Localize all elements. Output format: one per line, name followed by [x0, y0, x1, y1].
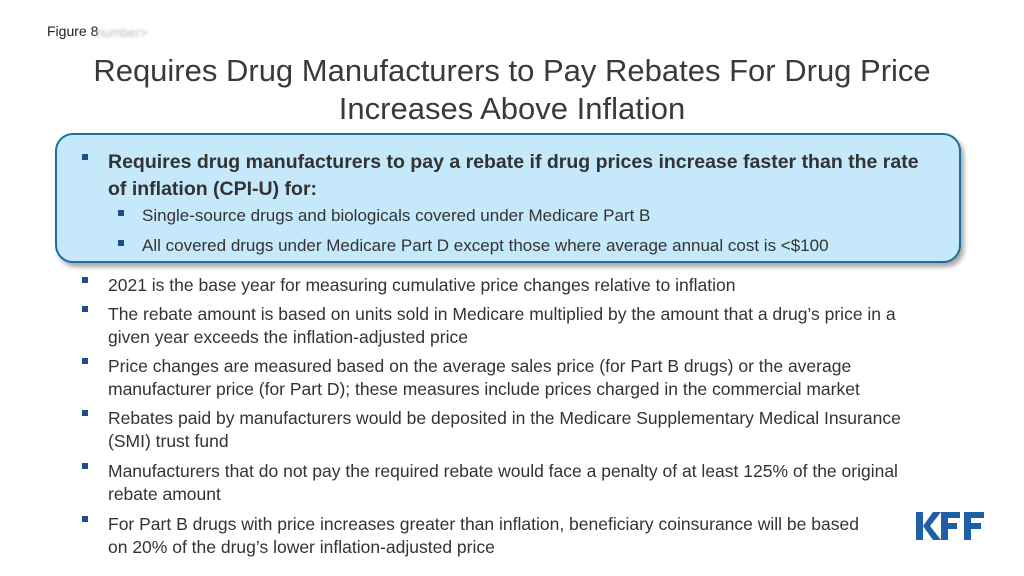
sub-bullet-text: Single-source drugs and biologicals cove… [142, 206, 651, 225]
bullet-square-icon [82, 306, 88, 312]
highlight-sub-bullet: All covered drugs under Medicare Part D … [118, 235, 829, 257]
list-item-text: Manufacturers that do not pay the requir… [108, 461, 898, 504]
highlight-main-text: Requires drug manufacturers to pay a reb… [108, 151, 919, 200]
bullet-square-icon [82, 358, 88, 364]
sub-bullet-text: All covered drugs under Medicare Part D … [142, 236, 829, 255]
slide-title: Requires Drug Manufacturers to Pay Rebat… [93, 53, 931, 126]
figure-label: Figure 8 [47, 23, 99, 39]
list-item-text: For Part B drugs with price increases gr… [108, 514, 859, 557]
list-item-text: Rebates paid by manufacturers would be d… [108, 408, 901, 451]
bullet-square-icon [82, 277, 88, 283]
bullet-square-icon [82, 463, 88, 469]
list-item-text: 2021 is the base year for measuring cumu… [108, 275, 736, 295]
list-item: Rebates paid by manufacturers would be d… [82, 407, 942, 453]
bullet-square-icon [82, 154, 88, 160]
kff-logo [916, 512, 984, 540]
bullet-square-icon [82, 410, 88, 416]
list-item: The rebate amount is based on units sold… [82, 303, 942, 349]
list-item: For Part B drugs with price increases gr… [82, 513, 882, 559]
list-item: Manufacturers that do not pay the requir… [82, 460, 942, 506]
figure-number-ghost: number> [96, 25, 148, 40]
list-item-text: The rebate amount is based on units sold… [108, 304, 896, 347]
list-item: 2021 is the base year for measuring cumu… [82, 274, 942, 297]
list-item-text: Price changes are measured based on the … [108, 356, 860, 399]
highlight-main-bullet: Requires drug manufacturers to pay a reb… [82, 149, 932, 203]
bullet-square-icon [118, 240, 124, 246]
list-item: Price changes are measured based on the … [82, 355, 942, 401]
bullet-square-icon [118, 210, 124, 216]
bullet-square-icon [82, 516, 88, 522]
highlight-sub-bullet: Single-source drugs and biologicals cove… [118, 205, 650, 227]
highlight-box [55, 133, 961, 263]
